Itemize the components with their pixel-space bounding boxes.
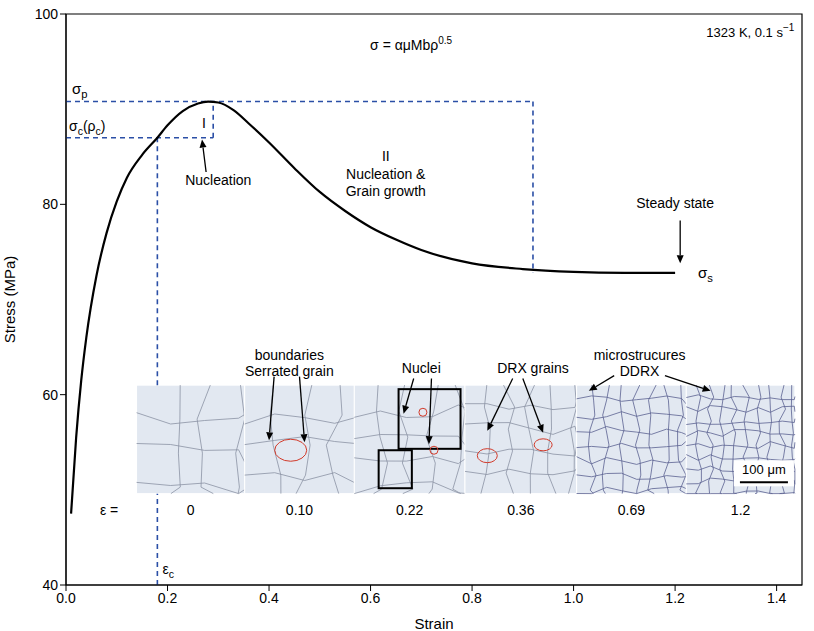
svg-text:100 μm: 100 μm	[742, 462, 786, 477]
svg-text:Nuclei: Nuclei	[402, 360, 441, 376]
svg-text:1.4: 1.4	[767, 590, 787, 606]
svg-text:1.2: 1.2	[665, 590, 685, 606]
svg-text:100: 100	[35, 6, 59, 22]
svg-text:I: I	[202, 115, 206, 131]
svg-text:1323 K, 0.1 s−1: 1323 K, 0.1 s−1	[706, 22, 794, 40]
svg-text:1.0: 1.0	[564, 590, 584, 606]
svg-text:0: 0	[187, 502, 195, 518]
svg-text:II: II	[382, 148, 390, 164]
svg-text:60: 60	[42, 387, 58, 403]
svg-text:σ = αμMbρ0.5: σ = αμMbρ0.5	[370, 35, 453, 53]
svg-text:DRX grains: DRX grains	[497, 360, 569, 376]
svg-text:εc: εc	[162, 561, 174, 580]
svg-text:0.22: 0.22	[396, 502, 423, 518]
svg-text:0.2: 0.2	[158, 590, 178, 606]
svg-text:0.10: 0.10	[286, 502, 313, 518]
svg-text:Steady state: Steady state	[636, 195, 714, 211]
svg-text:0.0: 0.0	[56, 590, 76, 606]
svg-text:Nucleation &: Nucleation &	[346, 166, 426, 182]
svg-text:microstrucures: microstrucures	[594, 347, 686, 363]
svg-text:σs: σs	[698, 264, 713, 284]
svg-text:80: 80	[42, 196, 58, 212]
svg-text:0.4: 0.4	[259, 590, 279, 606]
svg-text:σp: σp	[72, 80, 88, 100]
svg-text:0.6: 0.6	[361, 590, 381, 606]
svg-text:0.36: 0.36	[507, 502, 534, 518]
svg-text:σc(ρc): σc(ρc)	[69, 118, 105, 137]
svg-text:boundaries: boundaries	[255, 347, 324, 363]
svg-text:Stress (MPa): Stress (MPa)	[1, 256, 18, 344]
svg-text:Strain: Strain	[414, 615, 453, 631]
svg-text:Serrated grain: Serrated grain	[245, 363, 334, 379]
svg-text:40: 40	[42, 577, 58, 593]
svg-text:0.8: 0.8	[462, 590, 482, 606]
svg-text:Nucleation: Nucleation	[185, 172, 251, 188]
svg-text:DDRX: DDRX	[620, 363, 660, 379]
svg-text:1.2: 1.2	[731, 502, 751, 518]
svg-text:0.69: 0.69	[618, 502, 645, 518]
svg-text:ε =: ε =	[100, 502, 118, 518]
svg-text:Grain growth: Grain growth	[346, 183, 426, 199]
